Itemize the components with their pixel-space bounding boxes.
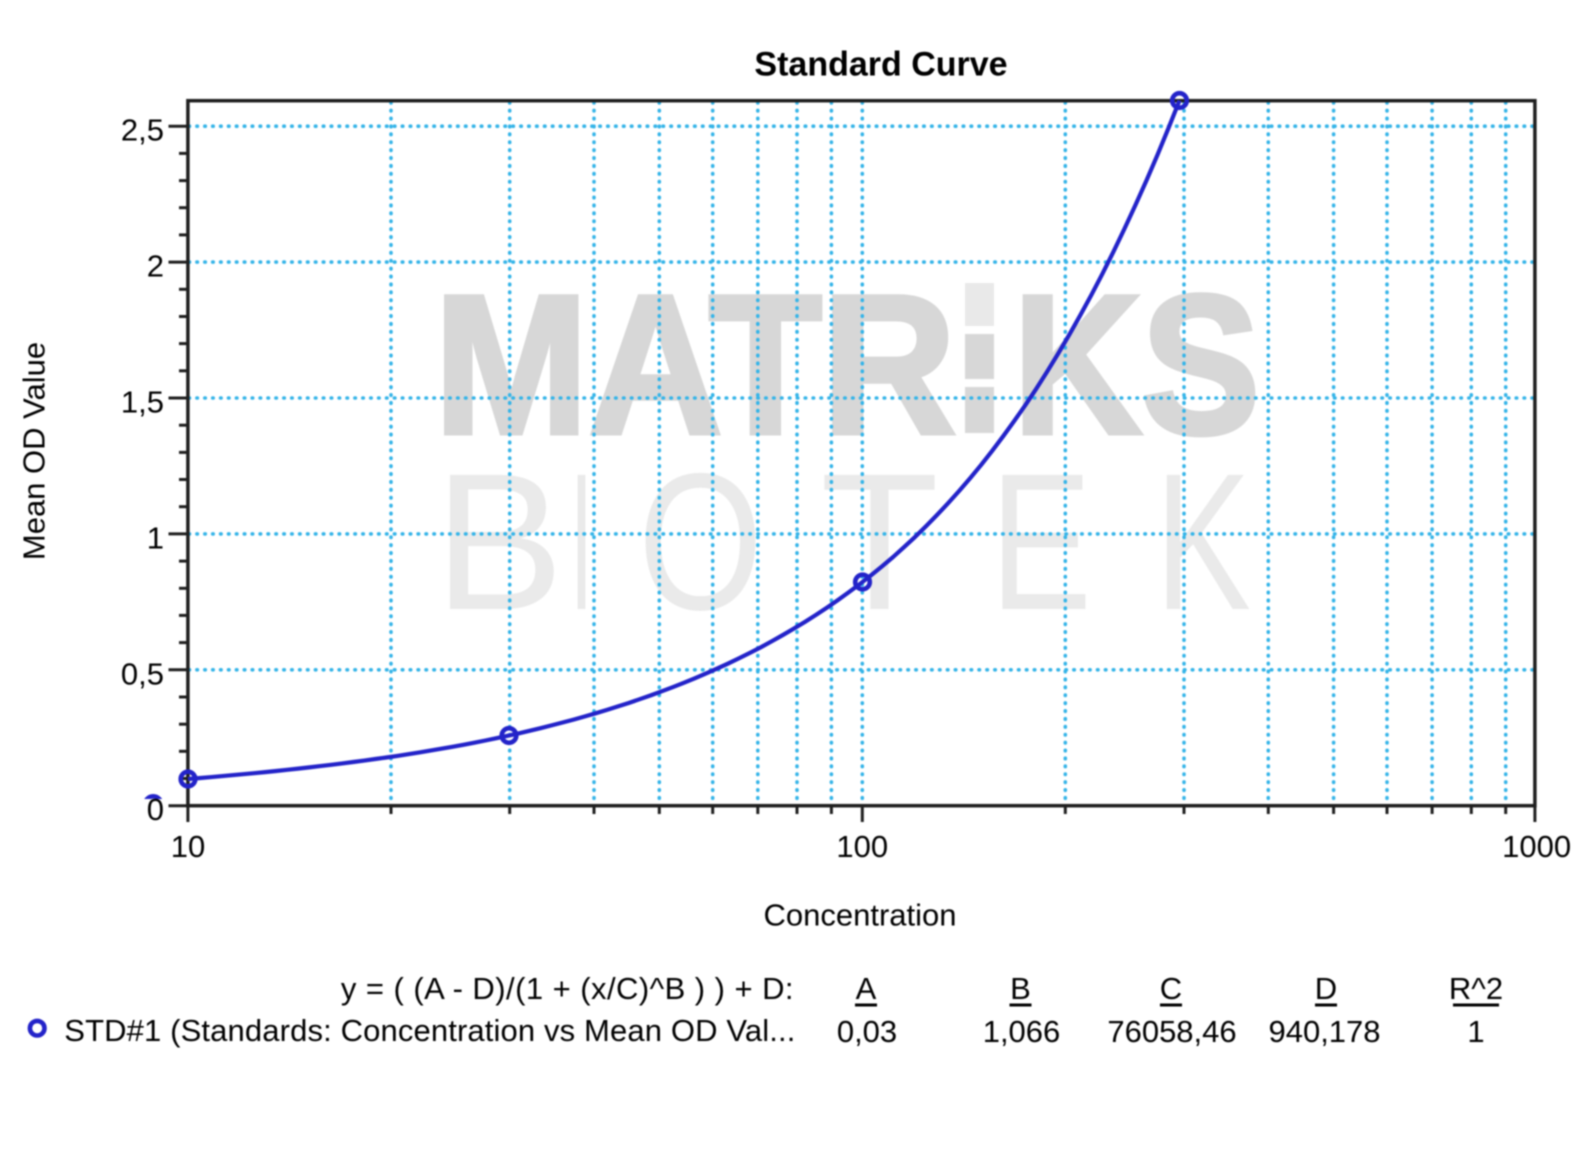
svg-text:MATR: MATR bbox=[434, 254, 956, 475]
svg-text:T: T bbox=[820, 433, 939, 651]
svg-text:A: A bbox=[856, 971, 877, 1006]
svg-text:B: B bbox=[1010, 971, 1031, 1006]
svg-text:C: C bbox=[1160, 971, 1182, 1006]
svg-text:1000: 1000 bbox=[1502, 829, 1571, 864]
svg-text:10: 10 bbox=[171, 829, 205, 864]
svg-text:R^2: R^2 bbox=[1449, 971, 1503, 1006]
svg-text:940,178: 940,178 bbox=[1268, 1014, 1380, 1049]
svg-text:STD#1 (Standards: Concentratio: STD#1 (Standards: Concentration vs Mean … bbox=[64, 1013, 795, 1048]
svg-text:2: 2 bbox=[147, 249, 164, 284]
svg-text:Mean OD Value: Mean OD Value bbox=[17, 342, 52, 560]
svg-text:1: 1 bbox=[147, 520, 164, 555]
svg-text:0,03: 0,03 bbox=[837, 1014, 897, 1049]
svg-text:D: D bbox=[1315, 971, 1337, 1006]
svg-text:O: O bbox=[638, 433, 763, 651]
svg-text:0,5: 0,5 bbox=[121, 656, 164, 691]
svg-text:1: 1 bbox=[1467, 1014, 1484, 1049]
svg-text:2,5: 2,5 bbox=[121, 113, 164, 148]
svg-text:B: B bbox=[434, 433, 564, 651]
svg-text:1,5: 1,5 bbox=[121, 385, 164, 420]
svg-text:K: K bbox=[1155, 433, 1251, 651]
svg-text:0: 0 bbox=[147, 792, 164, 827]
svg-text:76058,46: 76058,46 bbox=[1107, 1014, 1236, 1049]
svg-text:I: I bbox=[570, 433, 593, 651]
svg-text:Concentration: Concentration bbox=[763, 898, 956, 933]
svg-text:1,066: 1,066 bbox=[983, 1014, 1061, 1049]
svg-text:E: E bbox=[990, 433, 1092, 651]
svg-text:100: 100 bbox=[836, 829, 888, 864]
svg-text:y = ( (A - D)/(1 + (x/C)^B ) ): y = ( (A - D)/(1 + (x/C)^B ) ) + D: bbox=[341, 971, 794, 1006]
svg-text:Standard Curve: Standard Curve bbox=[754, 46, 1007, 84]
